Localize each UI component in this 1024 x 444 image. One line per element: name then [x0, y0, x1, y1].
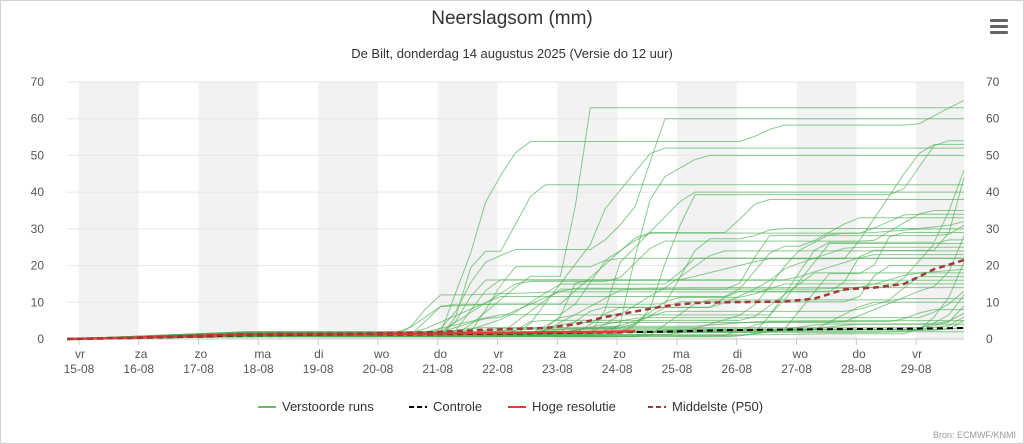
y-tick-label-right: 60	[986, 112, 1000, 126]
x-tick-date: 25-08	[662, 362, 693, 376]
y-tick-label: 10	[31, 295, 45, 309]
x-tick-day: zo	[613, 347, 626, 361]
y-tick-label: 30	[31, 222, 45, 236]
x-tick-day: za	[553, 347, 566, 361]
x-tick-day: vr	[494, 347, 504, 361]
x-tick-day: wo	[792, 347, 809, 361]
x-tick-date: 17-08	[183, 362, 214, 376]
x-tick-date: 26-08	[721, 362, 752, 376]
y-axis-left: 0 10 20 30 40 50 60 70	[31, 75, 45, 346]
x-tick-date: 20-08	[363, 362, 394, 376]
ensemble-run-line	[66, 320, 965, 340]
y-tick-label-right: 40	[986, 185, 1000, 199]
x-axis: vr15-08za16-08zo17-08ma18-08di19-08wo20-…	[64, 339, 932, 376]
x-tick-date: 28-08	[841, 362, 872, 376]
y-tick-label: 40	[31, 185, 45, 199]
y-tick-label-right: 10	[986, 295, 1000, 309]
x-tick-date: 18-08	[243, 362, 274, 376]
weekend-bands	[78, 82, 964, 339]
day-band	[198, 82, 259, 339]
y-tick-label-right: 70	[986, 75, 1000, 89]
main-series	[66, 258, 965, 341]
x-tick-day: ma	[673, 347, 690, 361]
legend-item-label: Middelste (P50)	[672, 399, 763, 414]
y-tick-label: 70	[31, 75, 45, 89]
legend-item-label: Controle	[433, 399, 482, 414]
x-tick-date: 29-08	[901, 362, 932, 376]
legend: Verstoorde runs Controle Hoge resolutie Mid…	[258, 399, 763, 414]
x-tick-date: 16-08	[123, 362, 154, 376]
x-tick-day: di	[314, 347, 323, 361]
x-tick-date: 23-08	[542, 362, 573, 376]
credits: Bron: ECMWF/KNMI	[932, 430, 1016, 440]
hamburger-menu-icon[interactable]	[986, 16, 1012, 38]
day-band	[78, 82, 139, 339]
chart-subtitle: De Bilt, donderdag 14 augustus 2025 (Ver…	[351, 46, 673, 61]
x-tick-day: di	[733, 347, 742, 361]
y-tick-label-right: 30	[986, 222, 1000, 236]
x-tick-day: wo	[373, 347, 390, 361]
high-resolution-line	[66, 330, 636, 341]
y-axis-right: 0 10 20 30 40 50 60 70	[986, 75, 1000, 346]
x-tick-day: zo	[195, 347, 208, 361]
chart-title: Neerslagsom (mm)	[431, 8, 593, 29]
legend-item-label: Hoge resolutie	[532, 399, 616, 414]
x-tick-date: 24-08	[602, 362, 633, 376]
x-tick-date: 15-08	[64, 362, 95, 376]
x-tick-day: vr	[912, 347, 922, 361]
median-p50-line	[66, 258, 965, 341]
legend-item-label: Verstoorde runs	[282, 399, 374, 414]
x-tick-date: 19-08	[303, 362, 334, 376]
x-tick-date: 21-08	[422, 362, 453, 376]
day-band	[318, 82, 378, 339]
y-tick-label: 20	[31, 259, 45, 273]
y-tick-label-right: 0	[986, 332, 993, 346]
x-tick-date: 22-08	[482, 362, 513, 376]
y-tick-label: 60	[31, 112, 45, 126]
y-tick-label-right: 20	[986, 259, 1000, 273]
x-tick-day: ma	[254, 347, 271, 361]
y-tick-label: 50	[31, 148, 45, 162]
x-tick-day: do	[434, 347, 448, 361]
x-tick-day: do	[852, 347, 866, 361]
day-band	[437, 82, 498, 339]
x-tick-day: za	[135, 347, 148, 361]
y-tick-label: 0	[37, 332, 44, 346]
y-tick-label-right: 50	[986, 148, 1000, 162]
x-tick-day: vr	[75, 347, 85, 361]
x-tick-date: 27-08	[781, 362, 812, 376]
